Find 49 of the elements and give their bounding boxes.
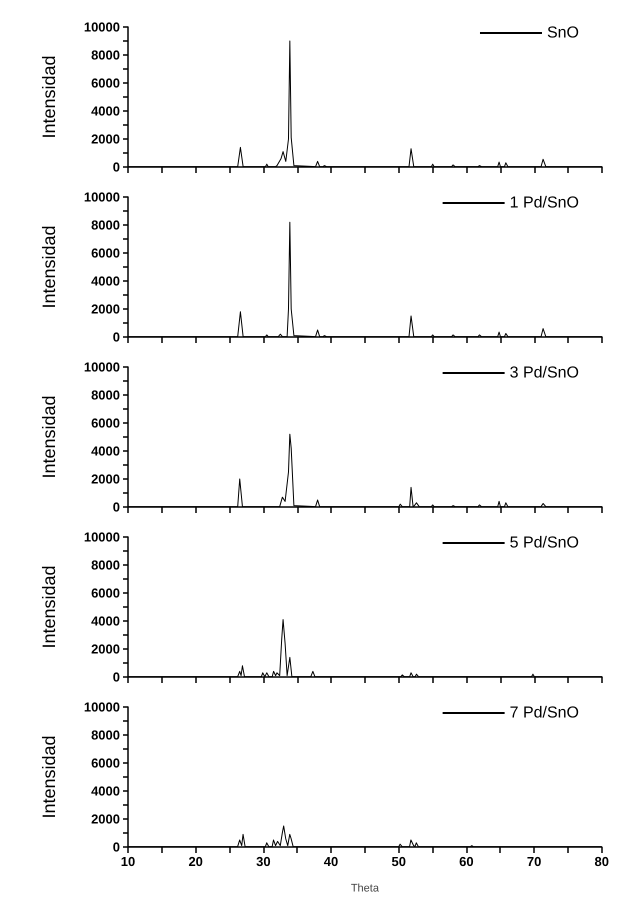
- y-tick-label: 4000: [91, 104, 120, 118]
- y-tick-label: 6000: [91, 76, 120, 90]
- y-tick-label: 0: [112, 840, 120, 854]
- x-tick-label: 50: [391, 854, 406, 869]
- y-tick-label: 8000: [91, 48, 120, 62]
- y-tick-label: 4000: [91, 444, 120, 458]
- y-tick-label: 0: [112, 500, 120, 514]
- x-tick-label: 40: [324, 854, 338, 869]
- y-tick-label: 2000: [91, 812, 120, 826]
- y-tick-label: 6000: [91, 416, 120, 430]
- y-tick-label: 2000: [91, 642, 120, 656]
- y-tick-label: 10000: [84, 20, 120, 34]
- y-tick-label: 8000: [91, 388, 120, 402]
- x-tick-label: 30: [256, 854, 271, 869]
- y-tick-label: 6000: [91, 756, 120, 770]
- y-axis-title: Intensidad: [39, 395, 59, 479]
- x-axis-title: Theta: [350, 882, 380, 894]
- legend-label: 3 Pd/SnO: [510, 364, 579, 382]
- x-tick-label: 60: [459, 854, 474, 869]
- y-tick-label: 0: [112, 330, 120, 344]
- x-tick-label: 20: [188, 854, 203, 869]
- legend-label: SnO: [546, 24, 579, 42]
- y-tick-label: 2000: [91, 302, 120, 316]
- x-tick-label: 70: [526, 854, 542, 869]
- y-tick-label: 6000: [91, 246, 120, 260]
- y-axis-title: Intensidad: [39, 735, 59, 819]
- y-tick-label: 10000: [84, 700, 120, 714]
- x-tick-label: 10: [120, 854, 136, 869]
- y-tick-label: 8000: [91, 218, 120, 232]
- y-tick-label: 8000: [91, 558, 120, 572]
- legend-label: 1 Pd/SnO: [510, 194, 579, 212]
- y-tick-label: 4000: [91, 274, 120, 288]
- y-tick-label: 2000: [91, 472, 120, 486]
- y-axis-title: Intensidad: [39, 55, 59, 139]
- y-tick-label: 4000: [91, 784, 120, 798]
- y-axis-title: Intensidad: [39, 225, 59, 309]
- y-tick-label: 2000: [91, 132, 120, 146]
- y-tick-label: 4000: [91, 614, 120, 628]
- legend-label: 7 Pd/SnO: [510, 704, 579, 722]
- x-tick-label: 80: [594, 854, 610, 869]
- y-tick-label: 10000: [84, 190, 120, 204]
- y-tick-label: 6000: [91, 586, 120, 600]
- y-axis-title: Intensidad: [39, 565, 59, 649]
- y-tick-label: 8000: [91, 728, 120, 742]
- y-tick-label: 10000: [84, 360, 120, 374]
- y-tick-label: 0: [112, 670, 120, 684]
- y-tick-label: 10000: [84, 530, 120, 544]
- y-tick-label: 0: [112, 160, 120, 174]
- legend-label: 5 Pd/SnO: [510, 534, 579, 552]
